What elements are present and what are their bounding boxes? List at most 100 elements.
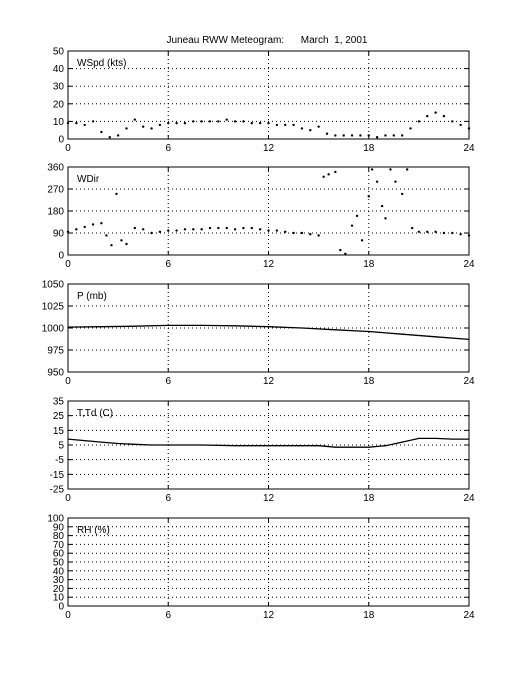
y-tick-label: 35 <box>53 397 65 408</box>
data-point <box>133 118 137 121</box>
data-point <box>442 231 446 235</box>
x-tick-label: 18 <box>363 143 375 154</box>
data-point <box>200 228 203 231</box>
data-point <box>350 134 354 137</box>
data-point <box>468 438 470 440</box>
data-point <box>317 125 320 128</box>
y-tick-label: 50 <box>53 47 65 58</box>
data-point <box>217 226 220 230</box>
x-tick-label: 12 <box>263 143 275 154</box>
y-tick-label: 10 <box>53 117 65 128</box>
y-tick-label: 60 <box>53 549 65 560</box>
data-point <box>242 226 245 230</box>
data-point <box>334 170 337 174</box>
x-tick-label: 0 <box>65 493 71 504</box>
data-point <box>417 120 421 123</box>
y-tick-label: 70 <box>53 540 65 551</box>
data-point <box>467 127 471 130</box>
data-point <box>400 134 404 137</box>
y-tick-label: 90 <box>53 522 65 533</box>
data-point <box>367 134 370 137</box>
data-point <box>201 444 203 446</box>
data-point <box>417 230 421 233</box>
y-tick-label: 90 <box>53 229 65 240</box>
data-point <box>167 444 169 446</box>
series-1 <box>67 324 470 341</box>
data-point <box>434 111 437 114</box>
data-point <box>100 326 103 328</box>
data-point <box>125 242 128 246</box>
data-point <box>258 228 262 231</box>
panel-1: 0 10 20 30 40 50 0 6 12 18 24 WSpd (kts) <box>53 47 475 155</box>
data-point <box>300 231 304 235</box>
x-tick-label: 6 <box>165 143 171 154</box>
y-tick-label: 30 <box>53 82 65 93</box>
data-point <box>275 229 279 232</box>
data-point <box>208 226 212 230</box>
data-point <box>400 192 404 196</box>
data-point <box>75 121 78 125</box>
y-tick-label: 975 <box>47 346 64 357</box>
data-point <box>292 123 295 127</box>
data-point <box>451 231 454 235</box>
panel-label: RH (%) <box>77 525 110 536</box>
data-point <box>389 168 392 171</box>
data-point <box>158 230 162 233</box>
data-point <box>175 229 178 232</box>
x-tick-label: 24 <box>463 493 475 504</box>
data-point <box>105 234 108 237</box>
data-point <box>292 231 295 235</box>
data-point <box>67 326 69 328</box>
data-point <box>300 127 304 130</box>
data-point <box>91 223 95 226</box>
data-point <box>410 226 414 230</box>
data-point <box>359 134 362 137</box>
data-point <box>134 325 136 327</box>
data-point <box>309 233 312 236</box>
data-point <box>401 441 403 443</box>
data-point <box>267 121 270 125</box>
data-point <box>267 445 270 447</box>
data-point <box>225 118 228 121</box>
x-tick-label: 12 <box>263 493 275 504</box>
data-point <box>100 441 103 443</box>
y-tick-label: 80 <box>53 531 65 542</box>
data-point <box>115 192 118 196</box>
x-tick-label: 6 <box>165 376 171 387</box>
data-point <box>342 134 345 137</box>
data-point <box>368 330 370 333</box>
data-point <box>125 127 128 130</box>
x-tick-label: 6 <box>165 610 171 621</box>
x-tick-label: 24 <box>463 143 475 154</box>
data-point <box>405 168 409 171</box>
x-tick-label: 0 <box>65 259 71 270</box>
data-point <box>208 120 212 123</box>
data-point <box>375 180 379 183</box>
x-tick-label: 0 <box>65 376 71 387</box>
data-point <box>384 134 387 137</box>
data-point <box>267 229 270 232</box>
x-tick-label: 12 <box>263 376 275 387</box>
data-point <box>91 120 95 123</box>
y-tick-label: 20 <box>53 584 65 595</box>
x-tick-label: 12 <box>263 259 275 270</box>
data-point <box>301 327 303 329</box>
data-point <box>116 134 120 137</box>
data-point <box>117 442 119 445</box>
data-point <box>392 134 396 137</box>
series-1 <box>66 111 471 139</box>
data-point <box>83 225 86 229</box>
x-tick-label: 18 <box>363 376 375 387</box>
data-point <box>75 228 78 231</box>
data-point <box>66 121 70 125</box>
y-tick-label: 100 <box>47 514 64 525</box>
data-point <box>201 324 203 326</box>
data-point <box>134 443 136 445</box>
data-point <box>451 120 454 123</box>
x-tick-label: 18 <box>363 610 375 621</box>
x-tick-label: 12 <box>263 610 275 621</box>
x-tick-label: 6 <box>165 493 171 504</box>
data-point <box>200 120 203 123</box>
